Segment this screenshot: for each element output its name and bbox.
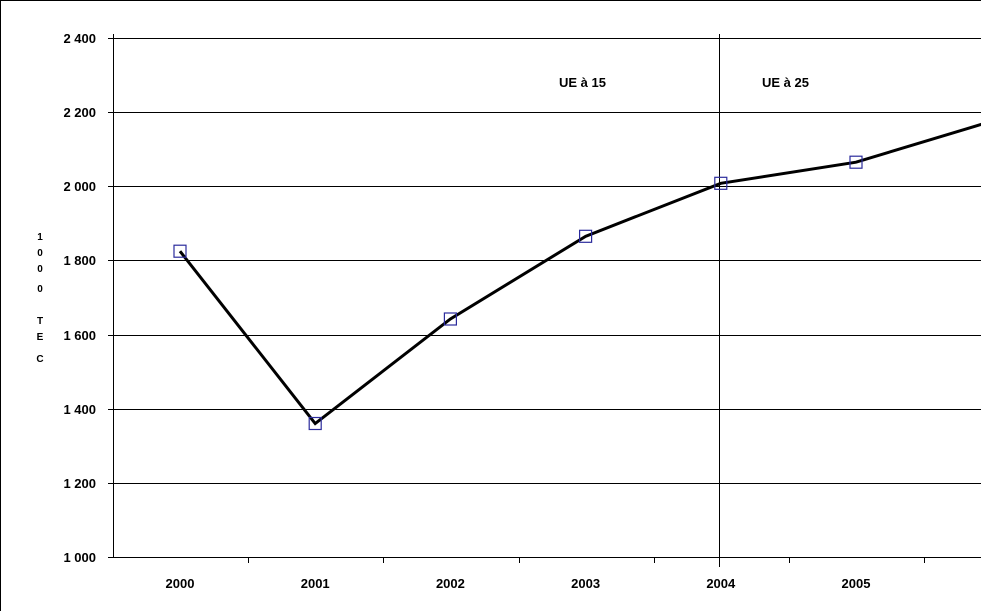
- y-axis-label-glyph: E: [37, 332, 44, 343]
- y-tick-label: 2 400: [63, 31, 96, 46]
- x-tick-label: 2004: [706, 576, 736, 591]
- annotation-label: UE à 15: [559, 75, 606, 90]
- x-tick-label: 2002: [436, 576, 465, 591]
- y-axis-label-glyph: T: [37, 316, 43, 327]
- annotation-label: UE à 25: [762, 75, 809, 90]
- y-axis-label-glyph: 0: [37, 264, 43, 275]
- y-axis-label-glyph: 1: [37, 232, 43, 243]
- y-axis-label-glyph: 0: [37, 248, 43, 259]
- y-tick-label: 2 200: [63, 105, 96, 120]
- x-tick-label: 2003: [571, 576, 600, 591]
- x-tick-label: 2001: [301, 576, 330, 591]
- y-tick-label: 1 800: [63, 253, 96, 268]
- y-tick-label: 2 000: [63, 179, 96, 194]
- y-axis-label-glyph: 0: [37, 284, 43, 295]
- y-tick-label: 1 000: [63, 550, 96, 565]
- y-tick-label: 1 600: [63, 328, 96, 343]
- x-tick-label: 2000: [166, 576, 195, 591]
- y-tick-label: 1 200: [63, 476, 96, 491]
- y-tick-label: 1 400: [63, 402, 96, 417]
- x-tick-label: 2005: [842, 576, 871, 591]
- y-axis-label-glyph: C: [36, 354, 43, 365]
